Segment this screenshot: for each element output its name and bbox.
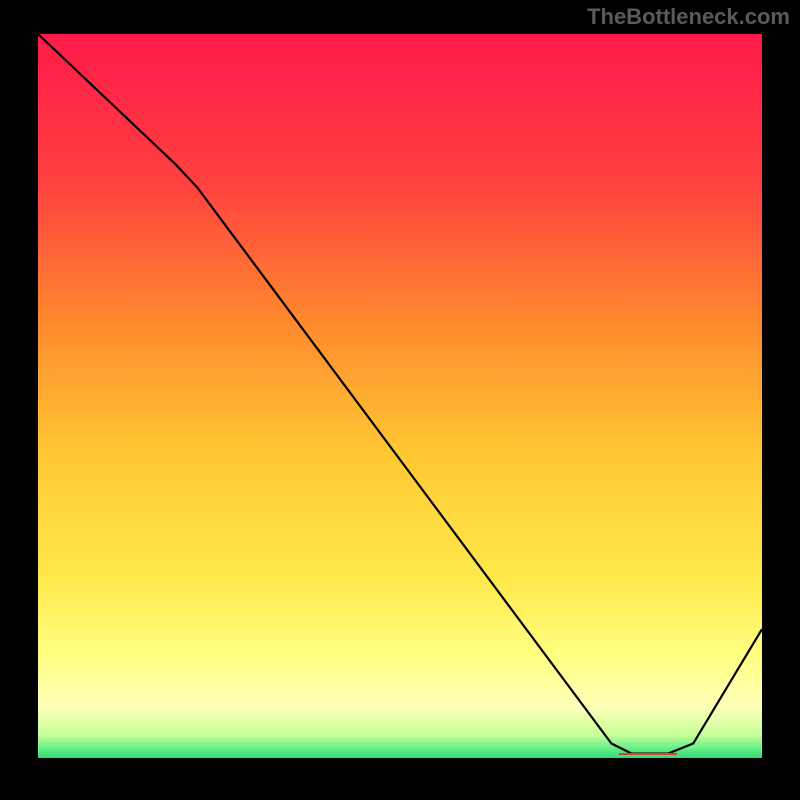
chart-svg	[38, 34, 762, 758]
plot-area	[38, 34, 762, 758]
optimal-marker-bar	[619, 753, 677, 755]
attribution-label: TheBottleneck.com	[587, 4, 790, 30]
chart-frame: TheBottleneck.com	[0, 0, 800, 800]
gradient-background	[38, 34, 762, 758]
